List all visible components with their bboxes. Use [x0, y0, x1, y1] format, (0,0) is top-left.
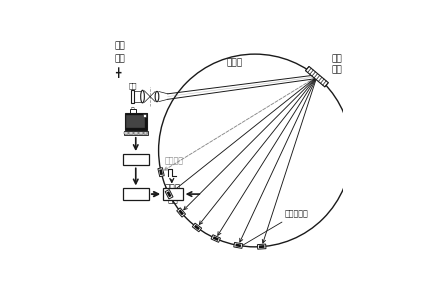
Text: 参考信号: 参考信号	[165, 156, 184, 165]
FancyBboxPatch shape	[124, 132, 128, 134]
Bar	[158, 168, 164, 177]
Text: 凹面
光栅: 凹面 光栅	[332, 54, 343, 74]
Text: 火花
光源
╋: 火花 光源 ╋	[115, 41, 126, 78]
Bar	[165, 190, 173, 199]
Bar	[235, 243, 241, 247]
Text: FPGA: FPGA	[124, 155, 148, 164]
Text: 锁相放
大器: 锁相放 大器	[165, 184, 181, 204]
FancyBboxPatch shape	[129, 132, 133, 134]
FancyBboxPatch shape	[134, 132, 138, 134]
Text: 光探测模块: 光探测模块	[243, 209, 309, 245]
Bar	[194, 225, 200, 230]
Bar	[234, 242, 243, 248]
FancyBboxPatch shape	[143, 114, 146, 117]
Bar	[167, 191, 172, 197]
Bar	[213, 236, 219, 241]
Text: 狭缝: 狭缝	[128, 82, 137, 89]
Bar	[178, 209, 184, 215]
Text: 罗兰圆: 罗兰圆	[226, 59, 242, 68]
Ellipse shape	[140, 90, 145, 103]
FancyBboxPatch shape	[123, 154, 149, 165]
FancyBboxPatch shape	[163, 188, 183, 200]
FancyBboxPatch shape	[131, 90, 135, 103]
FancyBboxPatch shape	[130, 109, 136, 118]
FancyBboxPatch shape	[139, 132, 143, 134]
FancyBboxPatch shape	[123, 188, 149, 200]
Bar	[192, 223, 202, 232]
Bar	[177, 208, 186, 217]
Text: 信号采集: 信号采集	[125, 190, 146, 198]
Polygon shape	[306, 66, 328, 87]
Bar	[259, 245, 264, 248]
FancyBboxPatch shape	[144, 132, 147, 134]
Text: 电
极: 电 极	[131, 108, 135, 119]
FancyBboxPatch shape	[126, 115, 145, 128]
Bar	[211, 235, 220, 242]
Bar	[257, 244, 266, 249]
Bar	[159, 169, 163, 175]
FancyBboxPatch shape	[124, 131, 148, 135]
FancyBboxPatch shape	[125, 113, 147, 130]
Ellipse shape	[155, 91, 159, 102]
